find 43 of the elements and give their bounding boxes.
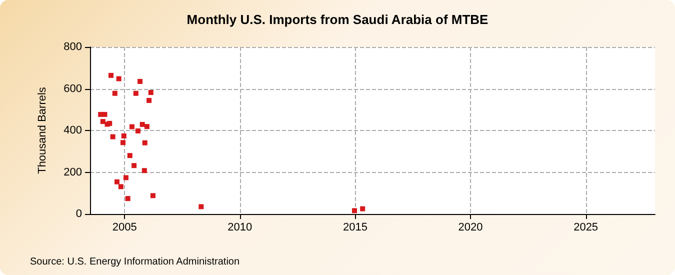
point — [120, 140, 126, 146]
point — [114, 179, 120, 184]
point — [100, 119, 106, 124]
y-axis-title: Thousand Barrels — [36, 86, 48, 174]
point — [107, 120, 112, 126]
point — [118, 184, 124, 190]
x-tick-label: 2010 — [228, 222, 252, 234]
x-tick-label: 2015 — [342, 222, 368, 234]
point — [150, 193, 156, 198]
point — [148, 90, 154, 96]
point — [123, 175, 128, 180]
x-tick-label: 2025 — [574, 222, 598, 234]
y-tick-label: 0 — [76, 208, 82, 220]
chart-title: Monthly U.S. Imports from Saudi Arabia of MTBE — [186, 12, 489, 27]
point — [142, 168, 147, 174]
point — [125, 196, 130, 202]
point — [108, 72, 114, 78]
point — [142, 140, 148, 146]
y-tick-label: 600 — [64, 82, 82, 95]
point — [135, 128, 140, 134]
point — [138, 78, 143, 84]
point — [198, 204, 204, 210]
y-tick-label: 800 — [64, 41, 82, 53]
point — [133, 90, 138, 96]
point — [352, 208, 358, 214]
point — [127, 153, 132, 158]
point — [144, 124, 150, 130]
point — [98, 112, 104, 117]
point — [112, 90, 118, 96]
point — [110, 134, 116, 140]
point — [121, 133, 126, 138]
point — [129, 124, 134, 130]
y-tick-label: 400 — [64, 124, 82, 136]
point — [360, 206, 366, 212]
point — [102, 112, 108, 117]
point — [140, 122, 145, 127]
point — [132, 163, 137, 168]
source-note: Source: U.S. Energy Information Administration — [30, 256, 240, 268]
x-tick-label: 2020 — [458, 222, 483, 234]
point — [146, 98, 152, 103]
x-tick-label: 2005 — [112, 222, 137, 234]
y-tick-label: 200 — [64, 166, 82, 178]
point — [116, 76, 122, 82]
